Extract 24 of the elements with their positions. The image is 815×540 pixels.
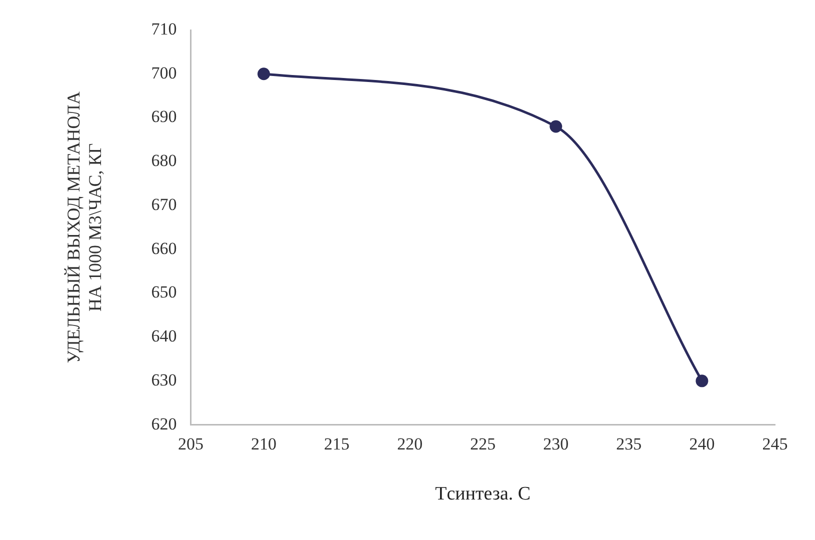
x-axis-title: Tсинтеза. C (435, 484, 531, 505)
x-tick-label: 220 (397, 434, 423, 454)
y-tick-label: 660 (151, 238, 177, 258)
y-tick-label: 650 (151, 282, 177, 302)
x-tick-label: 245 (762, 434, 788, 454)
x-tick-label: 230 (543, 434, 569, 454)
point (257, 68, 270, 80)
point (550, 120, 562, 133)
y-tick-label: 640 (151, 326, 177, 346)
x-tick-label: 205 (178, 434, 204, 454)
y-tick-label: 630 (151, 370, 177, 390)
y-tick-label: 620 (151, 414, 177, 434)
point (696, 374, 708, 388)
x-tick-label: 240 (689, 434, 715, 454)
y-tick-label: 680 (151, 151, 177, 170)
y-axis-title: УДЕЛЬНЫЙ ВЫХОД МЕТАНОЛА НА 1000 М3\ЧАС, КГ (64, 92, 106, 364)
x-tick-label: 225 (470, 434, 496, 454)
y-tick-label: 700 (151, 63, 177, 82)
y-tick-label: 710 (151, 19, 177, 38)
x-tick-label: 235 (616, 434, 642, 454)
y-tick-label: 690 (151, 107, 177, 126)
y-tick-label: 670 (151, 194, 177, 214)
x-tick-label: 210 (250, 434, 276, 454)
x-tick-label: 215 (324, 434, 350, 454)
